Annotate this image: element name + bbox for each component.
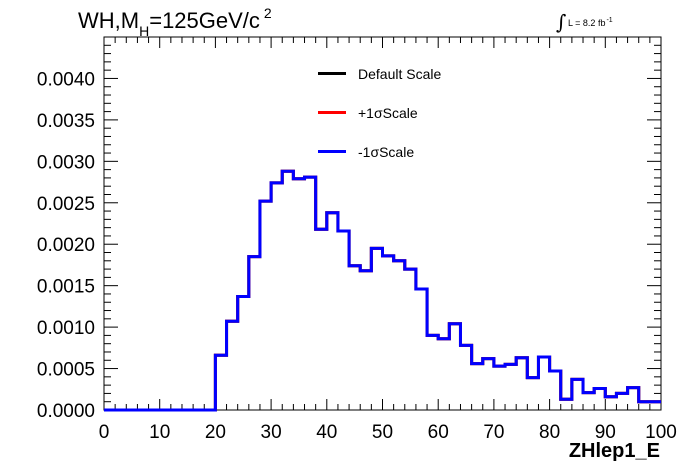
series-minus-1sigma xyxy=(104,169,661,412)
y-tick-label: 0.0010 xyxy=(37,318,95,339)
y-tick-label: 0.0040 xyxy=(37,69,95,90)
x-axis-label: ZHlep1_E xyxy=(568,440,660,462)
title-main: WH,M xyxy=(78,8,140,33)
x-tick-label: 50 xyxy=(372,422,393,443)
luminosity-label: ∫ L = 8.2 fb-1 xyxy=(556,10,613,34)
y-tick-label: 0.0005 xyxy=(37,360,95,381)
integral-symbol: ∫ xyxy=(556,10,567,34)
y-tick-label: 0.0020 xyxy=(37,235,95,256)
y-tick-label: 0.0000 xyxy=(37,401,95,422)
title-superscript: 2 xyxy=(263,5,272,21)
luminosity-superscript: -1 xyxy=(606,17,613,24)
legend-item-minus: -1σScale xyxy=(318,132,441,171)
chart-title: WH,MH=125GeV/c 2 xyxy=(78,5,272,39)
legend-label-minus: -1σScale xyxy=(358,143,415,160)
legend-swatch-minus xyxy=(318,150,346,153)
title-rest: =125GeV/c xyxy=(149,8,260,33)
y-tick-label: 0.0035 xyxy=(37,111,95,132)
axes-group: 0 10 20 30 40 50 60 70 80 90 100 0.0000 0.0005 0.0010… xyxy=(37,36,677,443)
x-tick-label: 10 xyxy=(149,422,170,443)
legend-item-plus: +1σScale xyxy=(318,93,441,132)
x-tick-label: 100 xyxy=(645,422,677,443)
series-layer xyxy=(104,169,661,412)
x-tick-label: 80 xyxy=(539,422,560,443)
x-tick-label: 90 xyxy=(595,422,616,443)
legend-label-plus: +1σScale xyxy=(358,104,418,121)
x-tick-label: 0 xyxy=(99,422,110,443)
y-tick-label: 0.0015 xyxy=(37,277,95,298)
legend-item-default: Default Scale xyxy=(318,54,441,93)
legend: Default Scale +1σScale -1σScale xyxy=(318,54,441,171)
legend-swatch-default xyxy=(318,72,346,75)
y-tick-label: 0.0025 xyxy=(37,194,95,215)
x-tick-label: 30 xyxy=(261,422,282,443)
x-tick-label: 70 xyxy=(483,422,504,443)
x-tick-label: 60 xyxy=(428,422,449,443)
title-subscript: H xyxy=(139,23,150,39)
legend-swatch-plus xyxy=(318,111,346,114)
x-tick-label: 20 xyxy=(205,422,226,443)
series-plus-1sigma xyxy=(104,169,661,412)
y-tick-label: 0.0030 xyxy=(37,152,95,173)
x-tick-label: 40 xyxy=(316,422,337,443)
legend-label-default: Default Scale xyxy=(358,65,442,82)
series-default-scale xyxy=(104,169,661,412)
luminosity-text: L = 8.2 fb xyxy=(568,18,606,28)
